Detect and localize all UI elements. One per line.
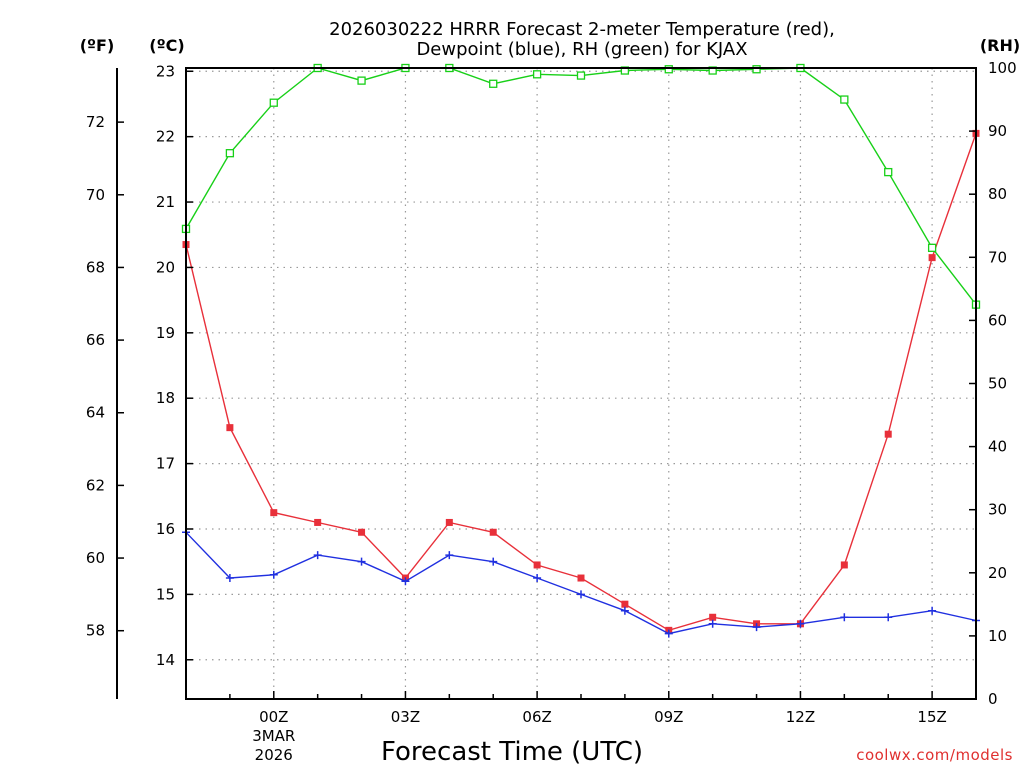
dewpoint-point — [577, 590, 585, 599]
chart-title: 2026030222 HRRR Forecast 2-meter Tempera… — [329, 19, 835, 40]
temperature-point — [270, 509, 278, 517]
fahrenheit-tick-label: 64 — [86, 404, 105, 422]
x-tick-label: 06Z — [522, 708, 551, 726]
temperature-point — [840, 561, 848, 569]
dewpoint-point — [401, 577, 410, 586]
rh-unit-label: (RH) — [980, 36, 1020, 55]
relative-humidity-point — [664, 65, 673, 74]
x-axis-label: Forecast Time (UTC) — [381, 737, 643, 767]
relative-humidity-point — [357, 76, 366, 85]
celsius-tick-label: 19 — [156, 324, 175, 342]
temperature-point — [884, 430, 892, 438]
temperature-point — [226, 424, 234, 432]
dewpoint-point — [796, 619, 805, 628]
fahrenheit-tick-label: 70 — [86, 186, 105, 204]
relative-humidity-point — [927, 243, 937, 252]
x-tick-label: 09Z — [654, 708, 683, 726]
rh-tick-label: 60 — [988, 311, 1007, 329]
rh-tick-label: 30 — [988, 501, 1007, 519]
celsius-tick-label: 16 — [156, 520, 175, 538]
dewpoint-point — [269, 570, 278, 579]
tick-layer: 14 15 16 17 18 19 20 21 22 23 58 60 62 64 66 68 70 72 0 10 2… — [86, 59, 1017, 764]
fahrenheit-tick-label: 66 — [86, 331, 105, 349]
celsius-tick-label: 18 — [156, 389, 175, 407]
axis-layer — [116, 67, 977, 700]
temperature-point — [577, 574, 585, 582]
dewpoint-point — [928, 606, 937, 615]
relative-humidity-point — [489, 79, 498, 88]
dewpoint-point — [620, 606, 629, 615]
dewpoint-point — [664, 629, 673, 638]
dewpoint-point — [225, 574, 234, 583]
series-layer — [181, 63, 981, 638]
relative-humidity-point — [269, 98, 278, 107]
fahrenheit-tick-label: 72 — [86, 113, 105, 131]
relative-humidity-point — [532, 70, 542, 79]
temperature-point — [928, 254, 936, 262]
rh-tick-label: 20 — [988, 564, 1007, 582]
rh-tick-label: 0 — [988, 690, 998, 708]
x-tick-label: 12Z — [786, 708, 815, 726]
dewpoint-line — [185, 531, 977, 635]
celsius-unit-label: (ºC) — [149, 36, 184, 55]
grid-layer — [186, 68, 976, 699]
celsius-tick-label: 14 — [156, 651, 175, 669]
relative-humidity-line — [185, 67, 977, 306]
rh-tick-label: 50 — [988, 375, 1007, 393]
rh-tick-label: 40 — [988, 438, 1007, 456]
plot-frame — [185, 67, 977, 700]
fahrenheit-tick-label: 60 — [86, 549, 105, 567]
dewpoint-point — [533, 574, 542, 583]
credit-text: coolwx.com/models — [856, 746, 1013, 764]
rh-tick-label: 100 — [988, 59, 1017, 77]
celsius-tick-label: 23 — [156, 62, 175, 80]
temperature-point — [709, 613, 717, 621]
x-tick-label: 00Z — [259, 708, 288, 726]
relative-humidity-point — [884, 167, 893, 177]
relative-humidity-point — [752, 65, 761, 74]
celsius-tick-label: 17 — [156, 455, 175, 473]
celsius-tick-label: 22 — [156, 128, 175, 146]
dewpoint-point — [884, 613, 893, 622]
celsius-tick-label: 20 — [156, 258, 175, 276]
dewpoint-point — [708, 619, 717, 628]
relative-humidity-point — [225, 149, 235, 158]
fahrenheit-unit-label: (ºF) — [80, 36, 115, 55]
dewpoint-point — [357, 557, 366, 566]
relative-humidity-point — [576, 71, 586, 80]
dewpoint-point — [445, 551, 454, 560]
temperature-line — [185, 133, 977, 632]
temperature-point — [621, 600, 629, 608]
fahrenheit-tick-label: 62 — [86, 476, 105, 494]
dewpoint-point — [489, 557, 498, 566]
celsius-tick-label: 15 — [156, 585, 175, 603]
fahrenheit-tick-label: 58 — [86, 622, 105, 640]
dewpoint-point — [752, 623, 761, 632]
x-tick-label: 03Z — [391, 708, 420, 726]
rh-tick-label: 90 — [988, 122, 1007, 140]
temperature-point — [445, 518, 453, 526]
chart-subtitle: Dewpoint (blue), RH (green) for KJAX — [416, 39, 747, 60]
x-tick-label: 15Z — [917, 708, 946, 726]
rh-tick-label: 80 — [988, 185, 1007, 203]
x-year-label: 2026 — [255, 746, 293, 764]
temperature-point — [358, 528, 366, 536]
fahrenheit-tick-label: 68 — [86, 258, 105, 276]
rh-tick-label: 10 — [988, 627, 1007, 645]
rh-tick-label: 70 — [988, 248, 1007, 266]
temperature-point — [533, 561, 541, 569]
temperature-point — [314, 518, 322, 526]
dewpoint-point — [313, 551, 322, 560]
x-date-label: 3MAR — [252, 727, 295, 745]
dewpoint-point — [840, 613, 849, 622]
celsius-tick-label: 21 — [156, 193, 175, 211]
relative-humidity-point — [840, 95, 849, 104]
temperature-point — [489, 528, 497, 536]
